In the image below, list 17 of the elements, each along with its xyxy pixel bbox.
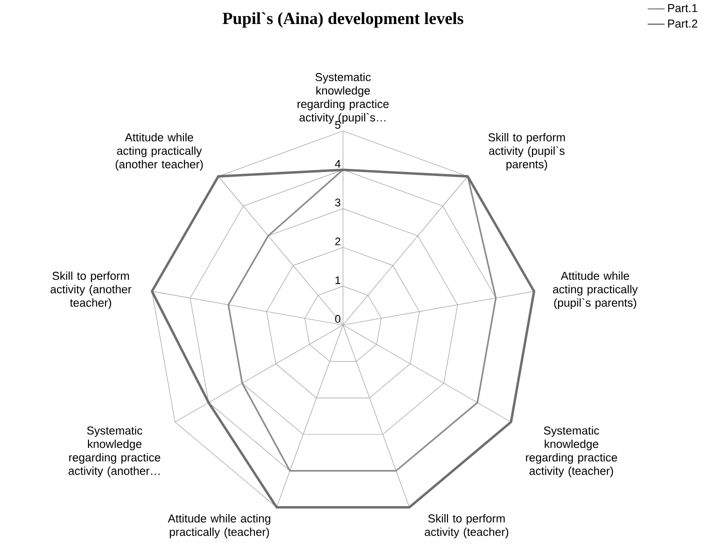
- spoke-label: Systematic knowledge regarding practice activity (teacher): [526, 426, 618, 478]
- legend-label: Part.2: [668, 20, 698, 28]
- spoke-label: Attitude while acting practically (another teacher): [116, 133, 203, 171]
- y-tick-label: 1: [336, 276, 340, 284]
- y-tick-label: 5: [335, 121, 340, 129]
- y-tick-label: 4: [334, 160, 340, 168]
- y-tick-label: 3: [335, 198, 340, 206]
- legend-label: Part.1: [668, 4, 698, 12]
- spoke-label: Skill to perform activity (another teacher): [50, 271, 132, 310]
- y-tick-label: 0: [335, 315, 340, 323]
- spoke-label: Attitude while acting practically (pupil`s parents): [552, 271, 638, 310]
- spoke-label: Skill to perform activity (teacher): [424, 514, 508, 538]
- chart-title: Pupil`s (Aina) development levels: [222, 12, 464, 28]
- spoke-label: Attitude while acting practically (teacher): [168, 514, 270, 538]
- spoke-label: Systematic knowledge regarding practice activity (another…: [68, 426, 160, 478]
- y-tick-label: 2: [335, 238, 340, 246]
- spoke-label: Skill to perform activity (pupil`s parents): [488, 133, 565, 171]
